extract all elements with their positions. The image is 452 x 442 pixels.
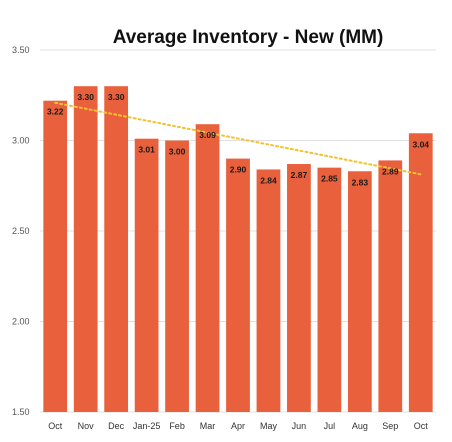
bar — [256, 169, 281, 412]
bar — [317, 167, 342, 412]
bar — [43, 100, 68, 413]
x-tick-label: Sep — [382, 421, 398, 431]
data-label: 3.01 — [138, 145, 155, 155]
bar — [226, 158, 250, 412]
x-tick-label: Oct — [48, 421, 63, 431]
data-label: 3.04 — [412, 139, 429, 149]
data-label: 3.30 — [77, 92, 94, 102]
y-tick-label: 1.50 — [12, 407, 30, 417]
data-labels: 3.22 3.30 3.30 3.01 3.00 3.09 2.90 2.84 2.87 2.85… — [47, 92, 429, 187]
data-label: 2.87 — [291, 170, 308, 180]
bar — [134, 138, 159, 412]
bars — [43, 86, 433, 413]
data-label: 2.84 — [260, 175, 277, 185]
data-label: 3.22 — [47, 107, 64, 117]
data-label: 3.09 — [199, 130, 216, 140]
trendline-layer — [54, 101, 422, 176]
x-axis-ticks: Oct Nov Dec Jan-25 Feb Mar Apr May Jun Jul Aug Sep O… — [48, 421, 428, 431]
bar — [287, 164, 311, 412]
trendline — [54, 101, 422, 176]
bar — [104, 86, 129, 412]
y-tick-label: 2.50 — [12, 226, 30, 236]
x-tick-label: Nov — [78, 421, 95, 431]
bar — [165, 140, 189, 412]
x-tick-label: Feb — [169, 421, 185, 431]
data-label: 3.30 — [108, 92, 125, 102]
x-tick-label: May — [260, 421, 278, 431]
x-tick-label: Jun — [292, 421, 307, 431]
bar — [378, 160, 403, 412]
y-tick-label: 2.00 — [12, 317, 30, 327]
data-label: 2.85 — [321, 174, 338, 184]
x-tick-label: Jul — [324, 421, 336, 431]
x-tick-label: Oct — [414, 421, 429, 431]
x-tick-label: Apr — [231, 421, 245, 431]
x-tick-label: Mar — [200, 421, 216, 431]
data-label: 2.89 — [382, 166, 399, 176]
bar — [408, 133, 433, 412]
y-tick-label: 3.50 — [12, 45, 30, 55]
chart-title: Average Inventory - New (MM) — [113, 27, 384, 48]
bar — [195, 124, 220, 413]
data-label: 3.00 — [169, 147, 186, 157]
bar — [347, 171, 372, 412]
x-tick-label: Jan-25 — [133, 421, 161, 431]
x-tick-label: Aug — [352, 421, 368, 431]
data-label: 2.83 — [352, 177, 369, 187]
data-label: 2.90 — [230, 165, 247, 175]
y-axis-ticks: 1.50 2.00 2.50 3.00 3.50 — [12, 45, 30, 417]
x-tick-label: Dec — [108, 421, 125, 431]
y-tick-label: 3.00 — [12, 136, 30, 146]
bar — [73, 86, 98, 412]
